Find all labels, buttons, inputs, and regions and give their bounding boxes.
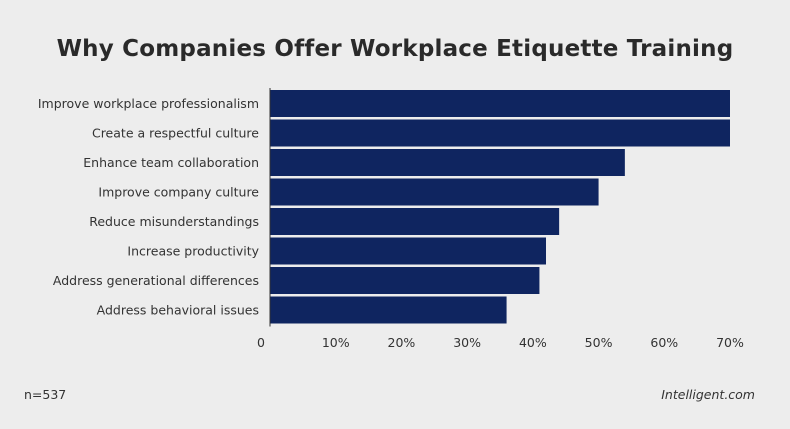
x-tick-label: 40% — [519, 335, 547, 350]
bar-1 — [270, 119, 730, 147]
bar-2 — [270, 149, 625, 176]
x-tick-label: 10% — [322, 335, 350, 350]
category-label: Create a respectful culture — [92, 126, 259, 141]
category-label: Reduce misunderstandings — [89, 214, 259, 229]
x-tick-label: 0 — [257, 335, 265, 350]
x-tick-label: 50% — [585, 335, 613, 350]
bar-4 — [270, 208, 560, 235]
source-credit: Intelligent.com — [661, 387, 755, 402]
sample-size-note: n=537 — [24, 387, 67, 402]
x-tick-label: 30% — [453, 335, 481, 350]
category-label: Improve company culture — [98, 185, 259, 200]
category-label: Improve workplace professionalism — [38, 96, 259, 111]
category-label: Address behavioral issues — [97, 303, 259, 318]
category-label: Increase productivity — [127, 244, 259, 259]
x-tick-label: 60% — [650, 335, 678, 350]
category-label: Address generational differences — [53, 273, 259, 288]
category-label: Enhance team collaboration — [83, 155, 259, 170]
bar-5 — [270, 237, 546, 265]
bar-6 — [270, 267, 540, 294]
bar-7 — [270, 296, 507, 324]
x-tick-label: 20% — [388, 335, 416, 350]
bar-3 — [270, 178, 599, 206]
x-tick-label: 70% — [716, 335, 744, 350]
bar-0 — [270, 90, 730, 117]
chart-title: Why Companies Offer Workplace Etiquette … — [56, 36, 734, 62]
